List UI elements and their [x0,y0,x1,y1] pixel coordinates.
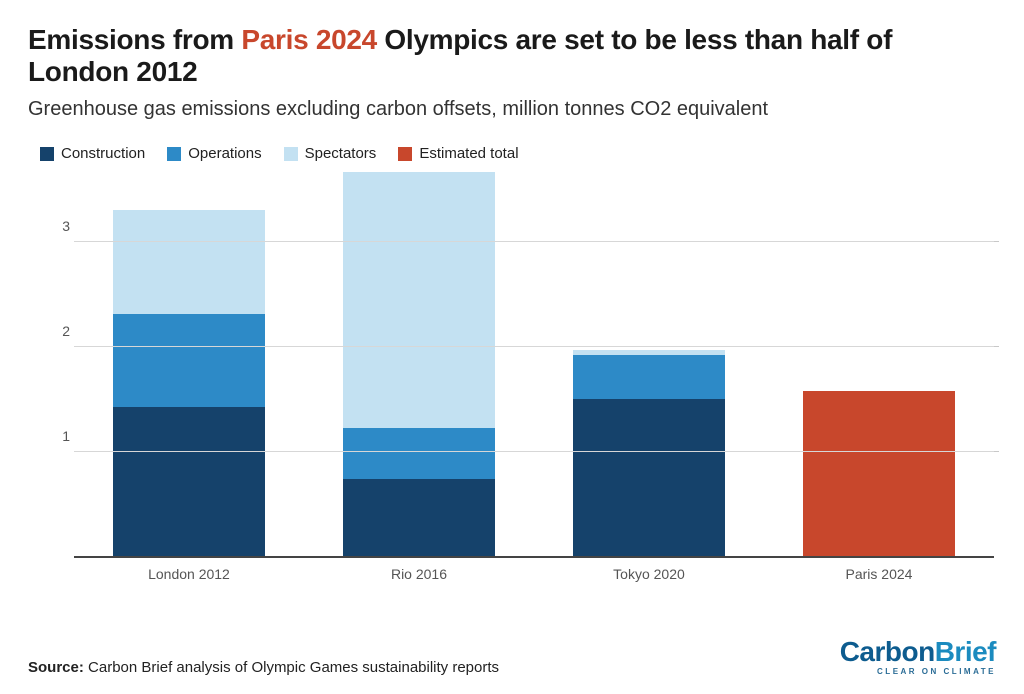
legend-label: Operations [188,145,261,162]
logo-tagline: CLEAR ON CLIMATE [840,668,996,676]
legend-item-construction: Construction [40,145,145,162]
logo-part2: Brief [935,636,996,667]
legend-label: Construction [61,145,145,162]
chart-subtitle: Greenhouse gas emissions excluding carbo… [28,98,996,121]
bar [343,172,495,557]
bar-column: Paris 2024 [778,168,980,556]
bar-segment-construction [113,407,265,556]
bar [573,350,725,557]
bar-segment-estimated [803,391,955,557]
bar-segment-spectators [343,172,495,429]
legend-label: Estimated total [419,145,518,162]
source-label: Source: [28,659,84,676]
legend-item-estimated: Estimated total [398,145,518,162]
chart-card: Emissions from Paris 2024 Olympics are s… [0,0,1024,694]
gridline [74,241,994,242]
bar [803,391,955,557]
footer: Source: Carbon Brief analysis of Olympic… [28,638,996,676]
swatch-estimated-icon [398,147,412,161]
source-line: Source: Carbon Brief analysis of Olympic… [28,659,499,676]
swatch-spectators-icon [284,147,298,161]
bar-segment-operations [573,355,725,399]
bar-segment-operations [343,428,495,478]
plot-region: London 2012Rio 2016Tokyo 2020Paris 2024 … [74,168,994,558]
legend-item-spectators: Spectators [284,145,377,162]
legend-label: Spectators [305,145,377,162]
logo-part1: Carbon [840,636,935,667]
x-axis-label: London 2012 [148,566,230,582]
bar-column: Tokyo 2020 [548,168,750,556]
source-text: Carbon Brief analysis of Olympic Games s… [84,659,499,676]
y-tick-label: 2 [50,323,70,339]
x-axis-label: Rio 2016 [391,566,447,582]
chart-title: Emissions from Paris 2024 Olympics are s… [28,24,996,88]
y-tick-label: 3 [50,218,70,234]
y-tick-right [994,451,999,452]
swatch-construction-icon [40,147,54,161]
bars-container: London 2012Rio 2016Tokyo 2020Paris 2024 [74,168,994,556]
x-axis-label: Paris 2024 [846,566,913,582]
y-tick-right [994,241,999,242]
gridline [74,451,994,452]
logo-wordmark: CarbonBrief [840,638,996,666]
title-text-pre: Emissions from [28,24,241,55]
swatch-operations-icon [167,147,181,161]
title-highlight: Paris 2024 [241,24,377,55]
y-tick-right [994,346,999,347]
bar-segment-operations [113,314,265,407]
bar-segment-spectators [113,210,265,314]
bar-column: Rio 2016 [318,168,520,556]
bar-segment-construction [573,399,725,556]
legend-item-operations: Operations [167,145,261,162]
gridline [74,346,994,347]
legend: Construction Operations Spectators Estim… [28,145,996,162]
bar-segment-construction [343,479,495,557]
y-tick-label: 1 [50,428,70,444]
bar-column: London 2012 [88,168,290,556]
bar [113,210,265,556]
carbonbrief-logo: CarbonBrief CLEAR ON CLIMATE [840,638,996,676]
x-axis-label: Tokyo 2020 [613,566,685,582]
chart-area: London 2012Rio 2016Tokyo 2020Paris 2024 … [40,168,1000,588]
